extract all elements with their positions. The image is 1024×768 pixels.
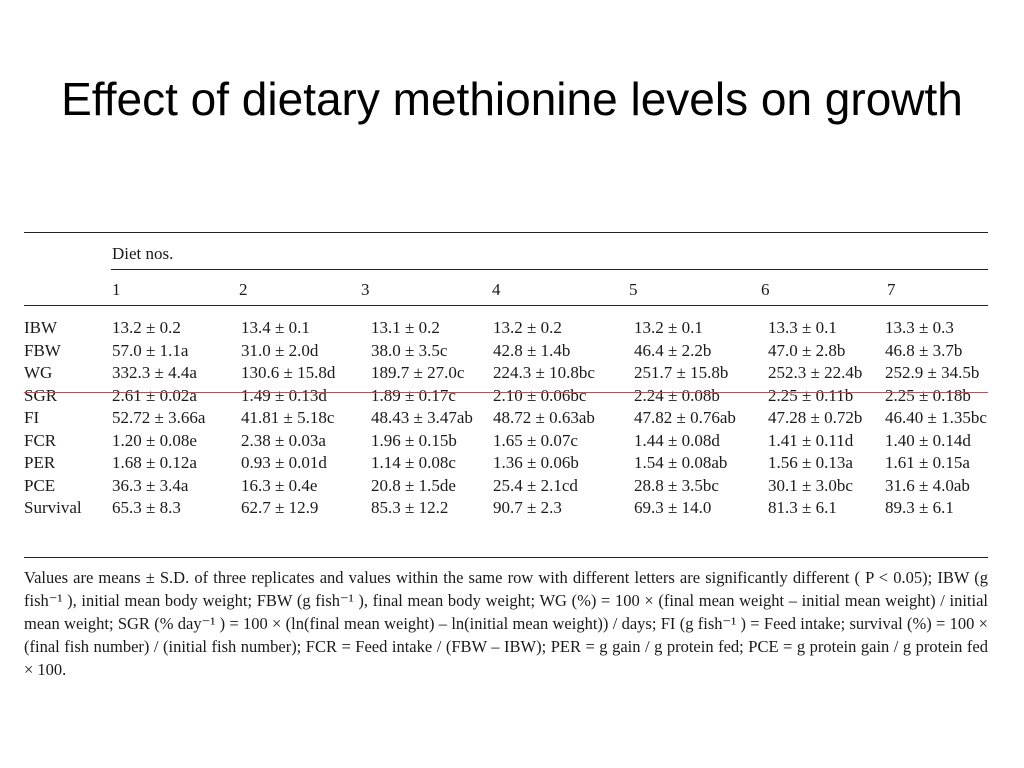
row-label: FBW — [24, 340, 61, 360]
table-cell: 28.8 ± 3.5bc — [634, 475, 719, 495]
table-cell: 1.36 ± 0.06b — [493, 453, 579, 472]
table-cell: 31.6 ± 4.0ab — [885, 475, 970, 495]
table-cell: 0.93 ± 0.01d — [241, 453, 327, 472]
table-row: PCE 36.3 ± 3.4a 16.3 ± 0.4e 20.8 ± 1.5de 25.… — [24, 476, 988, 498]
table-row: PER 1.68 ± 0.12a 0.93 ± 0.01d 1.14 ± 0.08c 1… — [24, 453, 988, 475]
table-cell: 16.3 ± 0.4e — [241, 475, 318, 495]
slide-title: Effect of dietary methionine levels on g… — [61, 73, 963, 125]
column-header-3: 3 — [361, 280, 370, 299]
table-row: FCR 1.20 ± 0.08e 2.38 ± 0.03a 1.96 ± 0.15b 1… — [24, 431, 988, 453]
table-cell: 1.49 ± 0.13d — [241, 385, 327, 405]
diet-header-rule — [111, 269, 988, 270]
column-header-1: 1 — [112, 280, 121, 299]
table-cell: 2.38 ± 0.03a — [241, 430, 326, 450]
table-row: FI 52.72 ± 3.66a 41.81 ± 5.18c 48.43 ± 3.47… — [24, 408, 988, 430]
table-cell: 65.3 ± 8.3 — [112, 498, 181, 517]
table-cell: 130.6 ± 15.8d — [241, 363, 336, 382]
table-cell: 46.40 ± 1.35bc — [885, 408, 987, 427]
table-cell: 13.3 ± 0.1 — [768, 318, 837, 337]
table-cell: 332.3 ± 4.4a — [112, 363, 197, 382]
row-label: FI — [24, 408, 40, 427]
column-header-7: 7 — [887, 280, 896, 299]
table-cell: 1.54 ± 0.08ab — [634, 453, 728, 472]
table-cell: 1.61 ± 0.15a — [885, 453, 970, 472]
table-cell: 25.4 ± 2.1cd — [493, 475, 578, 495]
table-cell: 2.25 ± 0.11b — [768, 385, 854, 405]
table-row: Survival 65.3 ± 8.3 62.7 ± 12.9 85.3 ± 12.2… — [24, 498, 988, 520]
table-cell: 1.89 ± 0.17c — [371, 385, 456, 405]
table-cell: 20.8 ± 1.5de — [371, 475, 456, 495]
row-label: IBW — [24, 318, 58, 337]
diet-group-header: Diet nos. — [112, 244, 174, 263]
header-bottom-rule — [24, 305, 988, 306]
table-cell: 2.25 ± 0.18b — [885, 385, 971, 405]
table-row: IBW 13.2 ± 0.2 13.4 ± 0.1 13.1 ± 0.2 13.2 ± … — [24, 318, 988, 340]
table-row: WG 332.3 ± 4.4a 130.6 ± 15.8d 189.7 ± 27.0c… — [24, 363, 988, 385]
table-cell: 69.3 ± 14.0 — [634, 498, 712, 517]
row-label: SGR — [24, 385, 58, 405]
column-header-2: 2 — [239, 280, 248, 299]
table-cell: 62.7 ± 12.9 — [241, 498, 319, 517]
table-cell: 13.3 ± 0.3 — [885, 318, 954, 337]
table-cell: 1.65 ± 0.07c — [493, 430, 578, 450]
column-header-6: 6 — [761, 280, 770, 299]
row-label: PCE — [24, 475, 56, 495]
table-cell: 1.41 ± 0.11d — [768, 430, 854, 450]
table-cell: 36.3 ± 3.4a — [112, 475, 189, 495]
table-cell: 1.44 ± 0.08d — [634, 430, 720, 450]
table-cell: 48.43 ± 3.47ab — [371, 408, 473, 427]
table-cell: 85.3 ± 12.2 — [371, 498, 449, 517]
table-cell: 90.7 ± 2.3 — [493, 498, 562, 517]
table-bottom-rule — [24, 557, 988, 558]
table-cell: 2.24 ± 0.08b — [634, 385, 720, 405]
table-cell: 13.2 ± 0.2 — [112, 318, 181, 337]
table-cell: 224.3 ± 10.8bc — [493, 363, 595, 382]
table-cell: 1.56 ± 0.13a — [768, 453, 853, 472]
table-row: FBW 57.0 ± 1.1a 31.0 ± 2.0d 38.0 ± 3.5c 42.8… — [24, 341, 988, 363]
table-cell: 31.0 ± 2.0d — [241, 340, 319, 360]
table-cell: 13.2 ± 0.2 — [493, 318, 562, 337]
table-cell: 1.96 ± 0.15b — [371, 430, 457, 450]
table-cell: 13.4 ± 0.1 — [241, 318, 310, 337]
table-cell: 251.7 ± 15.8b — [634, 363, 729, 382]
table-cell: 13.2 ± 0.1 — [634, 318, 703, 337]
table-cell: 46.4 ± 2.2b — [634, 340, 712, 360]
table-row: SGR 2.61 ± 0.02a 1.49 ± 0.13d 1.89 ± 0.17c 2… — [24, 386, 988, 408]
table-cell: 38.0 ± 3.5c — [371, 340, 448, 360]
table-cell: 42.8 ± 1.4b — [493, 340, 571, 360]
table-cell: 81.3 ± 6.1 — [768, 498, 837, 517]
table-cell: 1.20 ± 0.08e — [112, 430, 197, 450]
table-cell: 48.72 ± 0.63ab — [493, 408, 595, 427]
table-cell: 252.3 ± 22.4b — [768, 363, 863, 382]
table-cell: 46.8 ± 3.7b — [885, 340, 963, 360]
column-header-5: 5 — [629, 280, 638, 299]
table-cell: 2.61 ± 0.02a — [112, 385, 197, 405]
table-cell: 1.14 ± 0.08c — [371, 453, 456, 472]
table-cell: 47.82 ± 0.76ab — [634, 408, 736, 427]
table-cell: 52.72 ± 3.66a — [112, 408, 206, 427]
table-cell: 47.28 ± 0.72b — [768, 408, 863, 427]
table-top-rule — [24, 232, 988, 233]
table-cell: 2.10 ± 0.06bc — [493, 385, 587, 405]
table-cell: 252.9 ± 34.5b — [885, 363, 980, 382]
row-label: PER — [24, 453, 56, 472]
table-cell: 1.40 ± 0.14d — [885, 430, 971, 450]
table-cell: 57.0 ± 1.1a — [112, 340, 189, 360]
table-cell: 189.7 ± 27.0c — [371, 363, 465, 382]
row-label: Survival — [24, 498, 82, 517]
column-header-4: 4 — [492, 280, 501, 299]
row-label: FCR — [24, 430, 57, 450]
table-cell: 89.3 ± 6.1 — [885, 498, 954, 517]
table-cell: 41.81 ± 5.18c — [241, 408, 335, 427]
table-footnote: Values are means ± S.D. of three replica… — [24, 568, 988, 679]
table-cell: 13.1 ± 0.2 — [371, 318, 440, 337]
table-cell: 1.68 ± 0.12a — [112, 453, 197, 472]
table-cell: 47.0 ± 2.8b — [768, 340, 846, 360]
table-cell: 30.1 ± 3.0bc — [768, 475, 853, 495]
highlight-red-rule — [24, 392, 988, 393]
row-label: WG — [24, 363, 53, 382]
